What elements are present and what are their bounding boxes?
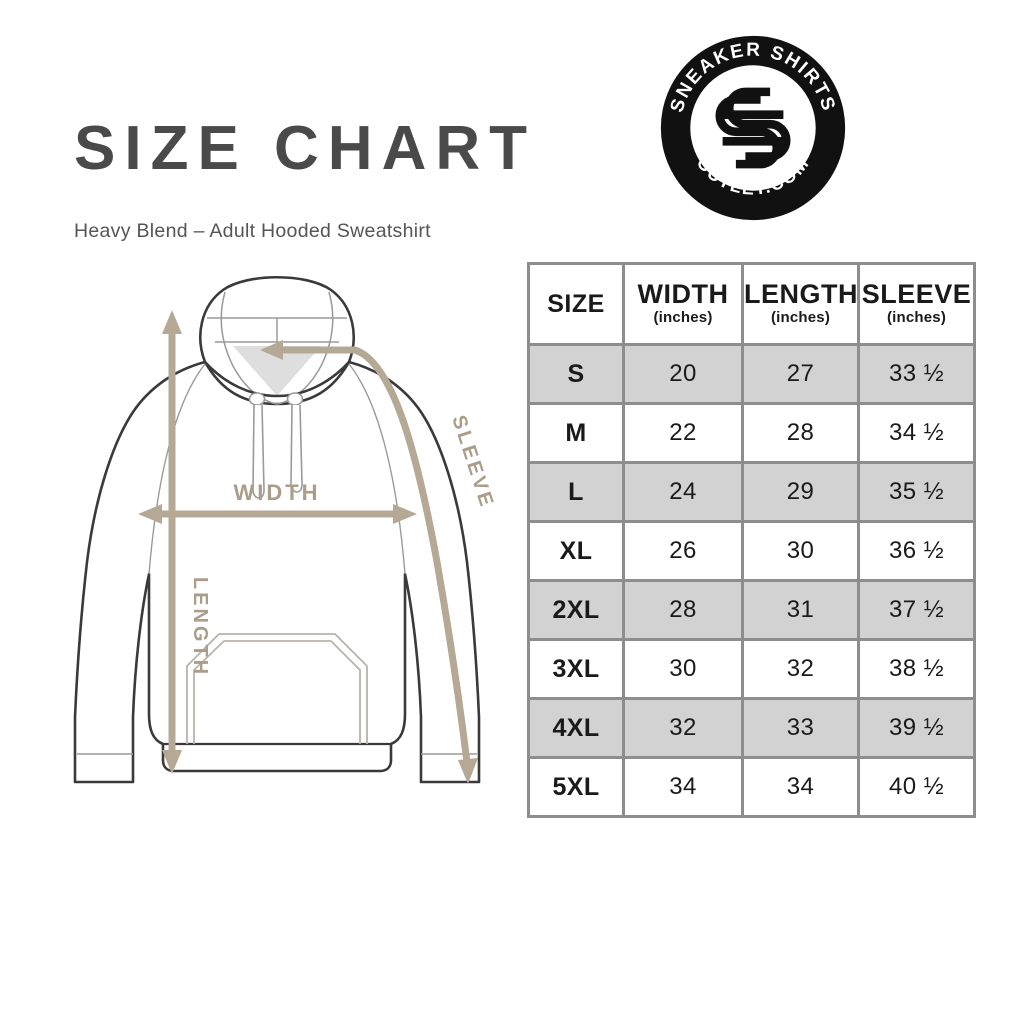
cell-width: 26 [622, 520, 744, 582]
table-header-row: SIZE WIDTH (inches) LENGTH (inches) SLEE… [527, 262, 976, 346]
width-measure-arrow [138, 504, 417, 524]
table-row: S 20 27 33 ½ [527, 343, 976, 405]
cell-size: 2XL [527, 579, 625, 641]
cell-length: 28 [741, 402, 860, 464]
cell-sleeve: 38 ½ [857, 638, 976, 700]
cell-sleeve: 37 ½ [857, 579, 976, 641]
cell-sleeve: 39 ½ [857, 697, 976, 759]
table-row: 3XL 30 32 38 ½ [527, 638, 976, 700]
page-title: SIZE CHART [74, 114, 536, 183]
brand-logo: SNEAKER SHIRTS OUTLET.COM [658, 33, 848, 223]
column-header-size: SIZE [527, 262, 625, 346]
cell-length: 33 [741, 697, 860, 759]
cell-width: 32 [622, 697, 744, 759]
width-label: WIDTH [233, 480, 320, 505]
column-header-width-unit: (inches) [653, 309, 713, 327]
cell-length: 32 [741, 638, 860, 700]
cell-sleeve: 33 ½ [857, 343, 976, 405]
column-header-length-label: LENGTH [744, 279, 858, 310]
length-label: LENGTH [189, 577, 211, 677]
table-row: XL 26 30 36 ½ [527, 520, 976, 582]
table-row: M 22 28 34 ½ [527, 402, 976, 464]
title-block: SIZE CHART Heavy Blend – Adult Hooded Sw… [74, 114, 536, 243]
cell-size: 3XL [527, 638, 625, 700]
cell-length: 31 [741, 579, 860, 641]
cell-length: 29 [741, 461, 860, 523]
cell-width: 30 [622, 638, 744, 700]
size-table-head: SIZE WIDTH (inches) LENGTH (inches) SLEE… [527, 262, 976, 346]
cell-length: 27 [741, 343, 860, 405]
cell-size: 5XL [527, 756, 625, 818]
size-table-body: S 20 27 33 ½ M 22 28 34 ½ L 24 29 35 ½ X… [527, 343, 976, 818]
column-header-sleeve-unit: (inches) [886, 309, 947, 327]
cell-sleeve: 34 ½ [857, 402, 976, 464]
hood-inset [233, 346, 321, 396]
column-header-sleeve-label: SLEEVE [861, 279, 972, 310]
logo-monogram-icon [715, 87, 791, 169]
cell-sleeve: 35 ½ [857, 461, 976, 523]
cell-size: L [527, 461, 625, 523]
cell-width: 22 [622, 402, 744, 464]
hoodie-diagram: WIDTH LENGTH SLEEVE [55, 262, 525, 832]
column-header-length: LENGTH (inches) [741, 262, 860, 346]
column-header-width-label: WIDTH [637, 279, 729, 310]
cell-size: S [527, 343, 625, 405]
table-row: 2XL 28 31 37 ½ [527, 579, 976, 641]
cell-size: M [527, 402, 625, 464]
cell-size: 4XL [527, 697, 625, 759]
table-row: 4XL 32 33 39 ½ [527, 697, 976, 759]
table-row: 5XL 34 34 40 ½ [527, 756, 976, 818]
length-measure-arrow [162, 310, 182, 774]
cell-width: 20 [622, 343, 744, 405]
cell-sleeve: 40 ½ [857, 756, 976, 818]
column-header-length-unit: (inches) [770, 309, 831, 327]
column-header-sleeve: SLEEVE (inches) [857, 262, 976, 346]
cell-width: 28 [622, 579, 744, 641]
sleeve-measure-arrow [260, 340, 478, 784]
cell-sleeve: 36 ½ [857, 520, 976, 582]
cell-size: XL [527, 520, 625, 582]
cell-length: 30 [741, 520, 860, 582]
page-subtitle: Heavy Blend – Adult Hooded Sweatshirt [74, 220, 431, 242]
column-header-size-label: SIZE [547, 289, 605, 318]
size-table: SIZE WIDTH (inches) LENGTH (inches) SLEE… [527, 262, 976, 818]
table-row: L 24 29 35 ½ [527, 461, 976, 523]
logo-badge-icon: SNEAKER SHIRTS OUTLET.COM [660, 35, 846, 221]
hoodie-illustration-icon: WIDTH LENGTH SLEEVE [73, 276, 498, 784]
column-header-width: WIDTH (inches) [622, 262, 744, 346]
cell-width: 24 [622, 461, 744, 523]
cell-length: 34 [741, 756, 860, 818]
cell-width: 34 [622, 756, 744, 818]
